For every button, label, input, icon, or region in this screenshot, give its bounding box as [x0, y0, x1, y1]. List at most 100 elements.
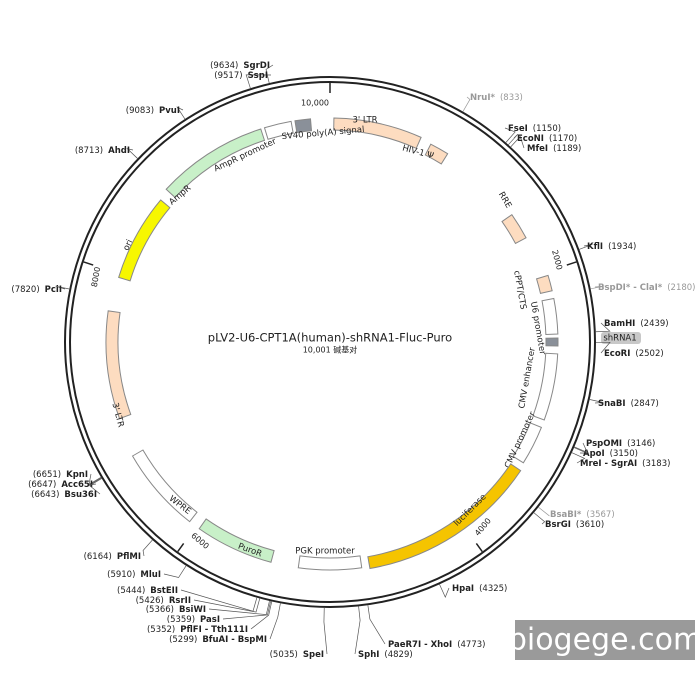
site-label: (9517) SspI: [214, 71, 268, 81]
feature-arc: [545, 337, 559, 347]
site-position: (8713): [75, 146, 103, 156]
site-position: (2502): [635, 349, 663, 359]
site-position: (3146): [627, 439, 655, 449]
site-leader: [595, 322, 611, 333]
feature-label: ori: [122, 238, 136, 252]
site-label: MfeI (1189): [527, 144, 581, 154]
feature-label: CMV enhancer: [517, 346, 538, 409]
site-name: SgrDI: [243, 61, 270, 71]
site-name: BsaBI*: [550, 510, 582, 520]
site-leader: [89, 478, 102, 495]
site-leader: [510, 135, 525, 149]
site-leader: [439, 584, 450, 599]
site-position: (6164): [84, 552, 112, 562]
feature-arc: [501, 213, 527, 245]
site-leader: [589, 399, 604, 404]
site-position: (1170): [549, 134, 577, 144]
feature-label: SV40 poly(A) signal: [281, 125, 365, 142]
site-label: NruI* (833): [470, 93, 523, 103]
site-position: (7820): [11, 285, 39, 295]
site-label: (9634) SgrDI: [210, 61, 270, 71]
site-position: (3567): [586, 510, 614, 520]
site-position: (4829): [384, 650, 412, 660]
site-name: EcoNI: [517, 134, 544, 144]
site-name: BfuAI - BspMI: [202, 635, 267, 645]
site-leader: [142, 539, 153, 557]
map-subtitle: 10,001 碱基对: [303, 345, 358, 355]
site-label: (5426) RsrII: [136, 596, 191, 606]
site-position: (5299): [169, 635, 197, 645]
site-name: SnaBI: [598, 399, 626, 409]
site-label: (9083) PvuI: [126, 106, 180, 116]
site-position: (5426): [136, 596, 164, 606]
site-name: RsrII: [169, 596, 191, 606]
scale-tick: [83, 261, 94, 266]
site-leader: [89, 477, 102, 486]
site-name: PspOMI: [586, 439, 622, 449]
site-position: (1150): [533, 124, 561, 134]
site-name: PvuI: [159, 106, 180, 116]
site-position: (5444): [117, 586, 145, 596]
site-name: AhdI: [108, 146, 130, 156]
site-leader: [269, 603, 281, 640]
feature-arc: [198, 518, 275, 563]
site-position: (5352): [147, 625, 175, 635]
feature-arc: [535, 274, 553, 295]
site-leader: [250, 601, 273, 630]
site-name: PflMI: [117, 552, 141, 562]
feature-arc: [367, 463, 522, 570]
site-label: (6643) Bsu36I: [31, 490, 97, 500]
site-label: (6164) PflMI: [84, 552, 141, 562]
feature-arc: [294, 118, 313, 134]
feature-arc: [424, 143, 449, 165]
site-name: MluI: [140, 570, 161, 580]
scale-tick: [475, 543, 483, 552]
site-leader: [533, 512, 546, 525]
site-position: (9517): [214, 71, 242, 81]
site-label: KflI (1934): [587, 242, 636, 252]
feature-arc: [512, 422, 543, 464]
map-title: pLV2-U6-CPT1A(human)-shRNA1-Fluc-Puro: [208, 331, 452, 345]
site-leader: [323, 607, 328, 655]
site-leader: [245, 74, 272, 89]
site-label: FseI (1150): [508, 124, 561, 134]
site-leader: [163, 565, 187, 578]
feature-arc: [165, 128, 266, 199]
site-label: PaeR7I - XhoI (4773): [388, 640, 485, 650]
site-leader: [508, 134, 519, 145]
site-label: SphI (4829): [358, 650, 413, 660]
site-position: (4325): [479, 584, 507, 594]
site-name: BsrGI: [545, 520, 571, 530]
site-label: (5366) BsiWI: [146, 605, 206, 615]
site-leader: [354, 606, 361, 655]
scale-label: 8000: [90, 266, 102, 288]
site-position: (3183): [642, 459, 670, 469]
site-name: BamHI: [604, 319, 635, 329]
backbone-inner: [69, 81, 591, 603]
site-position: (3610): [576, 520, 604, 530]
site-label: (8713) AhdI: [75, 146, 130, 156]
watermark: biogege.com: [508, 623, 700, 658]
feature-arc: [333, 117, 422, 149]
site-name: NruI*: [470, 93, 496, 103]
site-position: (9634): [210, 61, 238, 71]
site-label: EcoRI (2502): [604, 349, 664, 359]
feature-label: RRE: [496, 190, 513, 210]
site-label: (5352) PflFI - Tth111I: [147, 625, 248, 635]
site-leader: [574, 447, 588, 454]
site-position: (2847): [631, 399, 659, 409]
site-label: (5910) MluI: [107, 570, 161, 580]
site-label: HpaI (4325): [452, 584, 507, 594]
site-label: (5359) PasI: [167, 615, 220, 625]
site-label: EcoNI (1170): [517, 134, 577, 144]
site-name: KflI: [587, 242, 603, 252]
feature-arc: [131, 449, 198, 523]
site-label: (5444) BstEII: [117, 586, 178, 596]
site-name: BstEII: [150, 586, 178, 596]
feature-arc: [118, 199, 171, 282]
site-position: (4773): [457, 640, 485, 650]
site-leader: [265, 64, 274, 84]
feature-label: PuroR: [236, 542, 263, 560]
site-name: PaeR7I - XhoI: [388, 640, 452, 650]
